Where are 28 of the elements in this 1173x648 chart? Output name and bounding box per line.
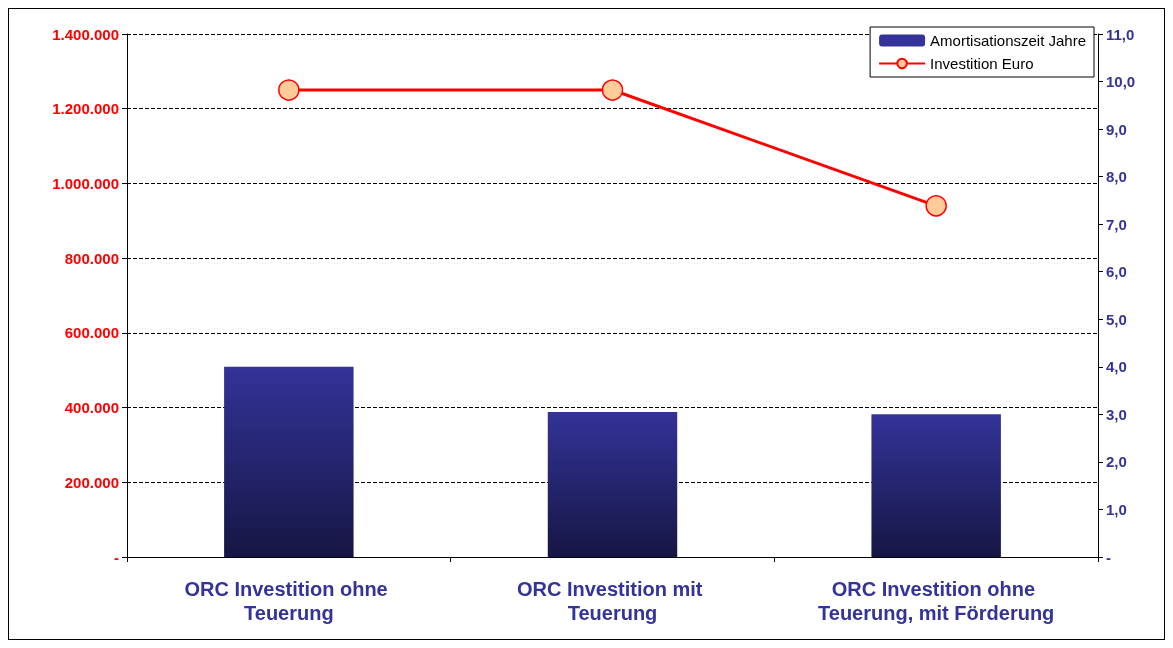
y-tick-label: 800.000	[64, 249, 119, 267]
y2-tick-label: 6,0	[1106, 263, 1127, 281]
y2-tick-label: 10,0	[1106, 73, 1136, 91]
y2-tick-label: 2,0	[1106, 453, 1127, 471]
y2-tick-label: 3,0	[1106, 405, 1127, 423]
legend-label: Amortisationszeit Jahre	[930, 32, 1087, 49]
y-tick-label: 1.200.000	[52, 100, 119, 118]
y2-tick-label: 1,0	[1106, 500, 1127, 518]
y-tick-label: 200.000	[64, 473, 119, 491]
y2-tick-label: 9,0	[1106, 120, 1127, 138]
y2-tick-label: 8,0	[1106, 168, 1127, 186]
y2-tick-label: 11,0	[1106, 25, 1135, 43]
y-tick-label: 600.000	[64, 324, 119, 342]
y2-tick-label: 4,0	[1106, 358, 1127, 376]
y-tick-label: 1.400.000	[52, 25, 119, 43]
y2-tick-label: -	[1106, 548, 1111, 566]
x-tick-label: ORC Investition ohne Teuerung, mit Förderung	[818, 578, 1055, 624]
y2-tick-label: 5,0	[1106, 310, 1127, 328]
y-tick-label: 1.000.000	[52, 174, 119, 192]
x-tick-label: ORC Investition mit Teuerung	[516, 578, 709, 624]
bar	[547, 411, 678, 557]
y2-tick-label: 7,0	[1106, 215, 1127, 233]
bar	[871, 414, 1001, 557]
x-tick-label: ORC Investition ohne Teuerung	[184, 578, 394, 624]
bar	[224, 366, 354, 557]
legend-label: Investition Euro	[930, 55, 1034, 72]
y-tick-label: -	[114, 548, 119, 566]
y-tick-label: 400.000	[64, 399, 119, 417]
